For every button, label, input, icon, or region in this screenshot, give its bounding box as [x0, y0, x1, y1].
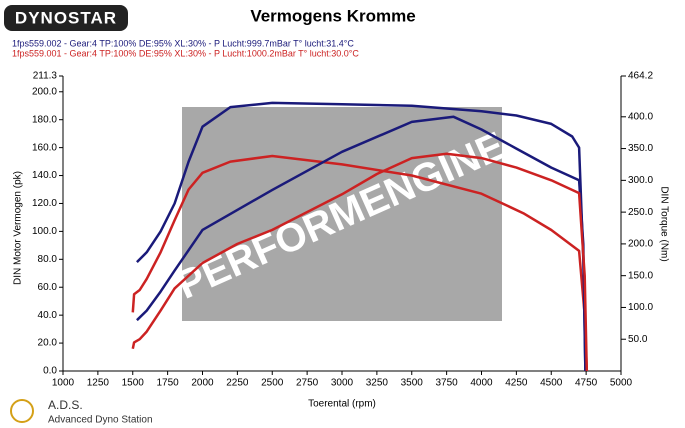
x-tick-label: 2500 [261, 378, 284, 389]
y-tick-label: 40.0 [38, 310, 58, 321]
x-tick-label: 2250 [226, 378, 249, 389]
x-tick-label: 3750 [436, 378, 459, 389]
y-tick-label: 160.0 [32, 142, 57, 153]
x-tick-label: 4000 [470, 378, 493, 389]
y-tick-label: 100.0 [32, 226, 57, 237]
y2-tick-label: 464.2 [628, 71, 653, 82]
curve [136, 101, 587, 372]
ads-icon [10, 399, 34, 423]
x-tick-label: 1750 [157, 378, 180, 389]
x-tick-label: 1250 [87, 378, 110, 389]
x-tick-label: 1000 [52, 378, 75, 389]
y2-tick-label: 350.0 [628, 143, 653, 154]
run-info: 1fps559.002 - Gear:4 TP:100% DE:95% XL:3… [12, 38, 354, 48]
x-tick-label: 3500 [401, 378, 424, 389]
y-tick-label: 60.0 [38, 282, 58, 293]
y2-tick-label: 150.0 [628, 270, 653, 281]
y-tick-label: 0.0 [43, 366, 57, 377]
curve [131, 152, 589, 372]
logo: DYNOSTAR [15, 8, 117, 27]
y-tick-label: 180.0 [32, 114, 57, 125]
y-tick-label: 200.0 [32, 86, 57, 97]
y2-tick-label: 100.0 [628, 302, 653, 313]
y-tick-label: 140.0 [32, 170, 57, 181]
x-tick-label: 2750 [296, 378, 319, 389]
y-tick-label: 120.0 [32, 198, 57, 209]
run-info: 1fps559.001 - Gear:4 TP:100% DE:95% XL:3… [12, 48, 359, 58]
y-axis-label: DIN Motor Vermogen (pk) [13, 171, 24, 285]
y-tick-label: 80.0 [38, 254, 58, 265]
x-tick-label: 4500 [540, 378, 563, 389]
watermark-group: PERFORMENGINE [171, 107, 511, 321]
x-axis-label: Toerental (rpm) [308, 399, 376, 410]
logo-box [4, 5, 128, 31]
y2-tick-label: 200.0 [628, 239, 653, 250]
x-tick-label: 4250 [505, 378, 528, 389]
footer-title: A.D.S. [48, 398, 83, 412]
x-tick-label: 2000 [191, 378, 214, 389]
curve [136, 115, 587, 372]
footer-subtitle: Advanced Dyno Station [48, 415, 153, 426]
curve [131, 154, 589, 372]
y2-tick-label: 400.0 [628, 111, 653, 122]
y2-tick-label: 50.0 [628, 334, 648, 345]
x-tick-label: 1500 [122, 378, 145, 389]
x-tick-label: 4750 [575, 378, 598, 389]
x-tick-label: 3000 [331, 378, 354, 389]
y2-tick-label: 250.0 [628, 207, 653, 218]
y-tick-label: 211.3 [33, 71, 58, 82]
x-tick-label: 3250 [366, 378, 389, 389]
x-tick-label: 5000 [610, 378, 633, 389]
y2-tick-label: 300.0 [628, 175, 653, 186]
y2-axis-label: DIN Torque (Nm) [658, 186, 669, 261]
chart-title: Vermogens Kromme [250, 6, 415, 25]
y-tick-label: 20.0 [38, 338, 58, 349]
watermark-box [182, 107, 502, 321]
